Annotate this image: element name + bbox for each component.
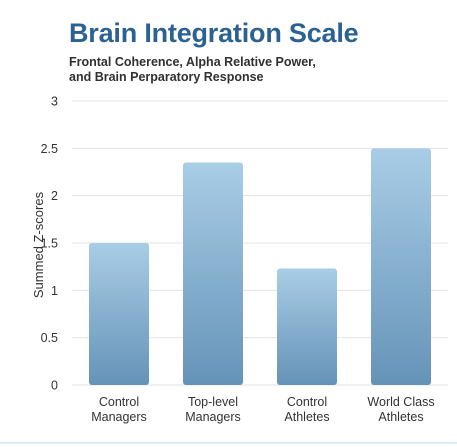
- x-tick-label: Control: [99, 395, 139, 409]
- bar: [277, 268, 337, 385]
- chart-subtitle: Frontal Coherence, Alpha Relative Power,…: [69, 55, 316, 85]
- x-tick-label: Athletes: [284, 410, 329, 424]
- subtitle-line-1: Frontal Coherence, Alpha Relative Power,: [69, 55, 316, 69]
- x-tick-label: Athletes: [378, 410, 423, 424]
- y-tick-label: 0.5: [41, 331, 58, 345]
- y-tick-label: 2.5: [41, 142, 58, 156]
- y-tick-label: 2: [51, 189, 58, 203]
- x-tick-labels: ControlManagersTop-levelManagersControlA…: [91, 395, 434, 424]
- chart-title: Brain Integration Scale: [69, 18, 359, 48]
- subtitle-line-2: and Brain Perparatory Response: [69, 70, 264, 84]
- bar: [183, 162, 243, 385]
- y-tick-label: 3: [51, 95, 58, 109]
- y-tick-label: 1: [51, 284, 58, 298]
- x-tick-label: World Class: [367, 395, 434, 409]
- x-tick-label: Top-level: [188, 395, 238, 409]
- y-tick-labels: 0 0.5 1 1.5 2 2.5 3: [41, 95, 58, 393]
- bar: [89, 243, 149, 385]
- y-tick-label: 1.5: [41, 237, 58, 251]
- x-tick-label: Control: [287, 395, 327, 409]
- x-tick-label: Managers: [185, 410, 241, 424]
- bar: [371, 148, 431, 385]
- bottom-divider: [0, 442, 457, 444]
- y-tick-label: 0: [51, 379, 58, 393]
- x-tick-label: Managers: [91, 410, 147, 424]
- bars: [89, 148, 431, 385]
